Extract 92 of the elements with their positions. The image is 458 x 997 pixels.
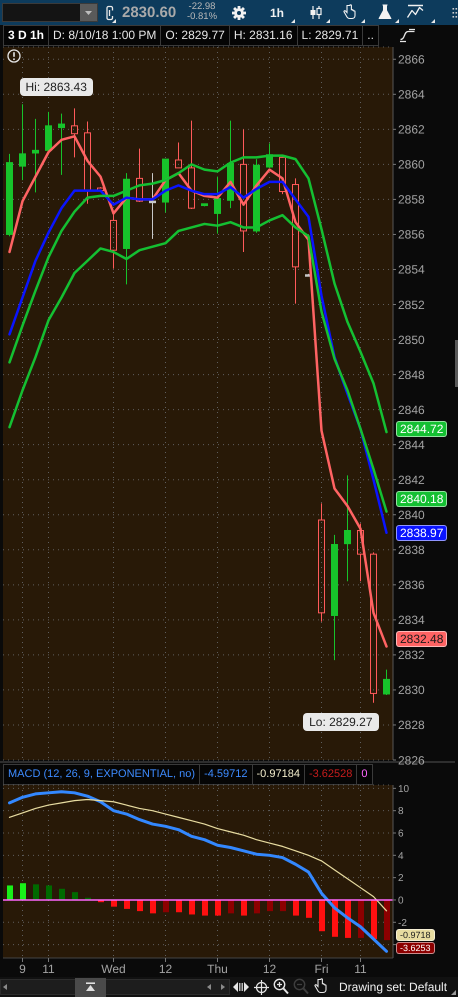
text: -0.81% bbox=[186, 11, 218, 22]
bar bbox=[280, 900, 286, 912]
text: -4.59712 bbox=[200, 765, 253, 784]
y-tick-label: 0 bbox=[398, 896, 404, 907]
candlestick bbox=[344, 474, 351, 582]
y-tick-label: 2866 bbox=[398, 52, 426, 67]
chart-title: MACD (12, 26, 9, EXPONENTIAL, no) bbox=[4, 765, 200, 784]
y-tick-label: 2846 bbox=[398, 402, 426, 417]
bar bbox=[33, 884, 39, 900]
bar bbox=[228, 900, 234, 914]
y-tick-label: 2840 bbox=[398, 508, 426, 522]
line-series bbox=[8, 790, 388, 953]
y-tick-label: 2858 bbox=[398, 192, 426, 207]
text: -22.98 bbox=[188, 1, 216, 12]
bar bbox=[215, 900, 221, 916]
text: H: 2831.16 bbox=[230, 26, 298, 45]
text: D: 8/10/18 1:00 PM bbox=[49, 26, 162, 45]
x-tick-label: 12 bbox=[262, 962, 276, 976]
x-tick-label: Thu bbox=[207, 962, 228, 976]
candlestick bbox=[149, 172, 156, 240]
text: -3.6253 bbox=[396, 942, 435, 954]
bar bbox=[124, 900, 130, 909]
text: O: 2829.77 bbox=[161, 26, 230, 45]
y-tick-label: 4 bbox=[398, 850, 404, 862]
y-tick-label: 2842 bbox=[398, 472, 426, 487]
bar bbox=[137, 900, 143, 912]
candlestick bbox=[32, 118, 39, 193]
x-tick-label: Fri bbox=[314, 962, 328, 976]
text: 0 bbox=[357, 765, 373, 784]
data-label: -0.9718 bbox=[396, 928, 435, 941]
x-tick-label: 9 bbox=[19, 962, 26, 976]
annotation: Hi: 2863.43 bbox=[20, 78, 93, 96]
candlestick bbox=[331, 534, 338, 661]
text: Drawing set: Default bbox=[339, 979, 448, 995]
y-tick-label: 10 bbox=[398, 784, 410, 795]
bar bbox=[254, 900, 260, 914]
bar bbox=[59, 888, 65, 900]
x-tick-label: 11 bbox=[42, 962, 56, 976]
y-tick-label: 2828 bbox=[398, 718, 426, 732]
bar bbox=[7, 885, 13, 900]
bar bbox=[384, 900, 390, 940]
y-tick-label: 2852 bbox=[398, 298, 426, 312]
bar bbox=[150, 900, 156, 914]
y-tick-label: 2856 bbox=[398, 228, 426, 242]
candlestick bbox=[58, 113, 65, 176]
y-tick-label: 8 bbox=[398, 806, 404, 818]
bar bbox=[163, 900, 169, 912]
x-tick-label: Wed bbox=[101, 962, 126, 976]
bar bbox=[20, 883, 26, 900]
text: 1h bbox=[268, 5, 285, 22]
bar bbox=[267, 900, 273, 912]
y-tick-label: -2 bbox=[398, 918, 408, 929]
bar bbox=[241, 900, 247, 916]
candlestick bbox=[318, 502, 325, 622]
y-tick-label: 2832 bbox=[398, 648, 426, 662]
annotation: Lo: 2829.27 bbox=[303, 712, 378, 731]
x-tick-label: 11 bbox=[354, 962, 368, 976]
data-label: 2838.97 bbox=[396, 524, 448, 541]
chart-title: 3 D 1h bbox=[4, 26, 50, 45]
y-tick-label: 2862 bbox=[398, 122, 426, 137]
data-label: 2840.18 bbox=[396, 490, 448, 507]
y-tick-label: 2838 bbox=[398, 543, 426, 558]
y-tick-label: 6 bbox=[398, 828, 404, 840]
text: 2830.60 bbox=[122, 3, 176, 23]
text: -3.62528 bbox=[304, 765, 358, 784]
y-tick-label: 2864 bbox=[398, 88, 426, 102]
line-series bbox=[8, 798, 388, 912]
data-label: 2832.48 bbox=[396, 631, 448, 648]
bar bbox=[371, 900, 377, 940]
y-tick-label: 2830 bbox=[398, 683, 426, 698]
bar bbox=[306, 900, 312, 918]
y-tick-label: 2826 bbox=[398, 753, 426, 768]
bar bbox=[189, 900, 195, 914]
y-tick-label: 2844 bbox=[398, 438, 426, 452]
bar bbox=[202, 900, 208, 916]
text: .. bbox=[363, 26, 379, 45]
y-tick-label: 2850 bbox=[398, 332, 426, 347]
y-tick-label: 2836 bbox=[398, 578, 426, 592]
bar bbox=[293, 900, 299, 916]
y-tick-label: 2834 bbox=[398, 613, 426, 628]
x-tick-label: 12 bbox=[158, 962, 172, 976]
y-tick-label: 2848 bbox=[398, 368, 426, 382]
text: -0.97184 bbox=[252, 765, 305, 784]
text: L: 2829.71 bbox=[298, 26, 364, 45]
y-tick-label: 2854 bbox=[398, 262, 426, 277]
y-tick-label: 2 bbox=[398, 873, 404, 884]
bar bbox=[46, 885, 52, 900]
y-tick-label: 2860 bbox=[398, 158, 426, 172]
bar bbox=[319, 900, 325, 932]
candlestick bbox=[19, 104, 26, 181]
data-label: 2844.72 bbox=[396, 421, 448, 438]
bar bbox=[176, 900, 182, 912]
